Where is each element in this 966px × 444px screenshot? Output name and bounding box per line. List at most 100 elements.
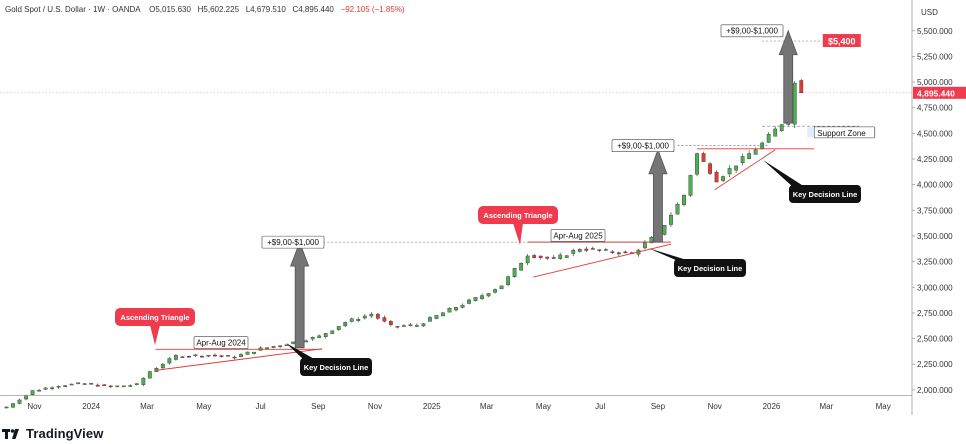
candle-body [388, 321, 393, 325]
candle-body [69, 383, 74, 386]
time-tick-label: Jul [595, 402, 605, 411]
time-tick-label: Sep [311, 402, 326, 411]
key-decision-label-1-pointer [286, 343, 316, 360]
candle-body [382, 317, 387, 322]
move-label-2: +$9,00-$1,000 [611, 139, 675, 152]
key-decision-label-2: Key Decision Line [648, 248, 746, 277]
candle-body [616, 252, 621, 255]
ascending-triangle-label-1-box [115, 308, 195, 326]
move-label-3-text: +$9,00-$1,000 [726, 27, 778, 36]
candle-body [30, 390, 35, 395]
arrow-layer [290, 29, 798, 349]
price-tick-label: 5,250.000 [917, 52, 953, 61]
triangle-3-bottom [714, 149, 776, 191]
time-tick-label: 2025 [423, 402, 441, 411]
candle-body [688, 175, 693, 196]
time-tick-label: Nov [368, 402, 382, 411]
candle-body [330, 330, 335, 334]
change-value: −92.105 (−1.85%) [340, 5, 405, 14]
candle-body [493, 289, 497, 293]
range-label-2: Apr-Aug 2025 [550, 229, 606, 242]
tv-logo-icon [2, 428, 19, 439]
ascending-triangle-label-2-text: Ascending Triangle [483, 211, 552, 220]
candle-body [577, 249, 582, 252]
candle-body [323, 333, 328, 337]
price-tick-label: 5,000.000 [917, 78, 953, 87]
move-label-3: +$9,00-$1,000 [720, 24, 784, 38]
interval[interactable]: 1W [93, 5, 106, 14]
candle-body [147, 371, 152, 379]
candle-body [271, 346, 276, 348]
time-tick-label: May [196, 402, 211, 411]
candle-body [701, 153, 706, 162]
candle-body [265, 347, 269, 350]
price-chart[interactable]: Support Zone $5,400 +$9,00-$1,000 +$9,00-$1… [0, 0, 966, 426]
open-label: O [149, 5, 156, 14]
annotation-layer: Support Zone $5,400 +$9,00-$1,000 +$9,00-$1… [115, 24, 875, 376]
ascending-triangle-label-2-pointer [513, 223, 523, 245]
low-value: 4,679.510 [250, 5, 286, 14]
price-tick-label: 3,500.000 [917, 232, 953, 241]
candle-body [766, 134, 771, 143]
candle-body [454, 307, 458, 311]
key-decision-label-3-pointer [763, 160, 805, 187]
candle-body [779, 124, 784, 131]
move-label-2-text: +$9,00-$1,000 [617, 142, 669, 151]
candle-body [792, 82, 797, 125]
candle-body [336, 326, 341, 330]
key-decision-label-2-box [674, 259, 746, 277]
candle-body [362, 315, 367, 319]
candle-body [226, 355, 230, 357]
candle-body [219, 355, 224, 357]
candle-body [643, 242, 647, 249]
candle-body [167, 358, 172, 364]
candle-body [669, 214, 673, 225]
candle-body [187, 356, 191, 358]
candle-body [213, 354, 217, 357]
candle-body [11, 403, 15, 408]
triangle-2-bottom [533, 243, 672, 278]
price-tick-label: 4,500.000 [917, 129, 953, 138]
candle-body [662, 225, 667, 235]
candle-body [56, 386, 61, 388]
candle-body [610, 251, 615, 253]
time-tick-label: Mar [140, 402, 154, 411]
candle-body [245, 351, 250, 355]
high-label: H [197, 5, 204, 14]
trendline-layer [155, 40, 821, 371]
candle-body [89, 383, 94, 385]
candle-body [108, 385, 113, 388]
target-label: $5,400 [828, 37, 856, 47]
candle-body [115, 385, 120, 388]
candle-body [486, 293, 491, 297]
support-zone-label: Support Zone [817, 129, 866, 138]
candle-body [740, 156, 745, 164]
time-tick-label: Mar [819, 402, 833, 411]
price-tick-label: 2,750.000 [917, 309, 953, 318]
candle-body [747, 153, 752, 160]
candle-body [310, 337, 315, 340]
candle-body [4, 406, 9, 409]
candle-body [239, 354, 243, 358]
time-tick-label: Nov [708, 402, 722, 411]
candle-body [753, 149, 758, 155]
candle-body [304, 340, 309, 343]
candle-body [284, 344, 289, 346]
key-decision-label-2-text: Key Decision Line [678, 264, 743, 273]
candle-body [428, 317, 432, 322]
candle-body [773, 128, 778, 137]
candle-body [401, 325, 406, 327]
candle-body [571, 249, 576, 254]
candle-body [467, 299, 471, 304]
tradingview-logo: TradingView [2, 426, 103, 441]
price-tick-label: 3,000.000 [917, 283, 953, 292]
key-decision-label-3-text: Key Decision Line [793, 190, 858, 199]
candle-body [603, 249, 608, 251]
key-decision-label-1-box [300, 358, 372, 376]
candle-body [206, 354, 211, 357]
candle-body [76, 382, 81, 385]
candle-body [675, 203, 680, 215]
time-tick-label: 2026 [763, 402, 781, 411]
open-value: 5,015.630 [155, 5, 191, 14]
